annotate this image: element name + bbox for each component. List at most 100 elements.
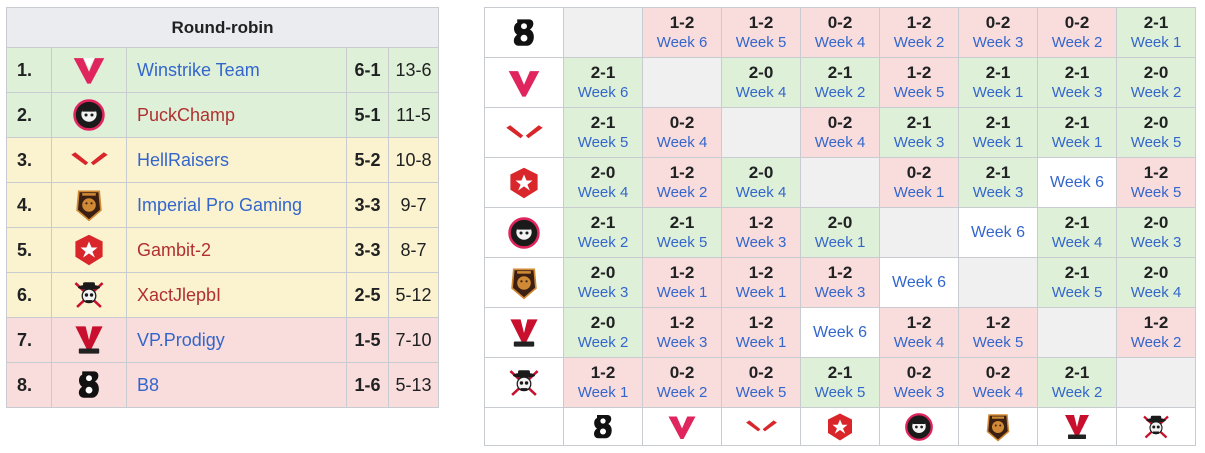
b8-logo-icon[interactable] [507,16,541,50]
team-link[interactable]: PuckChamp [137,104,236,125]
match-week-link[interactable]: Week 3 [972,183,1024,201]
match-week-link[interactable]: Week 6 [971,223,1025,241]
puckchamp-logo-icon[interactable] [507,216,541,250]
b8-logo-icon[interactable] [588,412,618,442]
match-week-link[interactable]: Week 3 [577,283,629,301]
match-score: 2-1 [1064,112,1090,132]
imperial-logo-icon[interactable] [72,188,106,222]
match-week-link[interactable]: Week 3 [1051,83,1103,101]
team-link[interactable]: XactJlepbI [137,284,222,305]
match-week-link[interactable]: Week 2 [577,233,629,251]
match-week-link[interactable]: Week 2 [893,33,945,51]
match-week-link[interactable]: Week 5 [1130,183,1182,201]
match-week-link[interactable]: Week 2 [814,83,866,101]
puckchamp-logo-icon[interactable] [72,98,106,132]
xactjlepbi-logo-icon[interactable] [72,278,106,312]
match-week-link[interactable]: Week 5 [1051,283,1103,301]
match-result-cell: 2-0 Week 4 [721,157,801,208]
standings-team-logo-cell [51,182,127,228]
match-week-link[interactable]: Week 2 [1130,333,1182,351]
xactjlepbi-logo-icon[interactable] [507,366,541,400]
match-week-link[interactable]: Week 5 [735,383,787,401]
match-week-link[interactable]: Week 5 [656,233,708,251]
match-week-link[interactable]: Week 1 [1130,33,1182,51]
match-week-link[interactable]: Week 4 [893,333,945,351]
team-link[interactable]: Imperial Pro Gaming [137,194,303,215]
match-week-link[interactable]: Week 1 [656,283,708,301]
match-week-link[interactable]: Week 4 [1051,233,1103,251]
team-link[interactable]: VP.Prodigy [137,329,225,350]
match-week-link[interactable]: Week 1 [1051,133,1103,151]
match-week-link[interactable]: Week 3 [735,233,787,251]
match-week-link[interactable]: Week 6 [577,83,629,101]
match-week-link[interactable]: Week 2 [1051,383,1103,401]
standings-team-logo-cell [51,362,127,408]
match-week-link[interactable]: Week 6 [892,273,946,291]
match-week-link[interactable]: Week 1 [893,183,945,201]
match-week-link[interactable]: Week 4 [814,133,866,151]
match-week-link[interactable]: Week 4 [735,83,787,101]
match-week-link[interactable]: Week 2 [577,333,629,351]
vpprodigy-logo-icon[interactable] [1062,412,1092,442]
vpprodigy-logo-icon[interactable] [507,316,541,350]
match-week-link[interactable]: Week 1 [735,283,787,301]
match-week-link[interactable]: Week 2 [656,183,708,201]
crosstable-row-logo-cell [484,57,564,108]
winstrike-logo-icon[interactable] [72,53,106,87]
match-week-link[interactable]: Week 5 [735,33,787,51]
gambit-logo-icon[interactable] [72,233,106,267]
match-result-cell: 1-2 Week 6 [642,7,722,58]
match-week-link[interactable]: Week 3 [893,133,945,151]
match-week-link[interactable]: Week 2 [1130,83,1182,101]
match-week-link[interactable]: Week 3 [893,383,945,401]
match-week-link[interactable]: Week 6 [656,33,708,51]
imperial-logo-icon[interactable] [983,412,1013,442]
b8-logo-icon[interactable] [72,368,106,402]
match-week-link[interactable]: Week 3 [656,333,708,351]
crosstable-self-cell [1116,357,1196,408]
match-week-link[interactable]: Week 5 [814,383,866,401]
gambit-logo-icon[interactable] [507,166,541,200]
match-week-link[interactable]: Week 1 [972,83,1024,101]
match-week-link[interactable]: Week 5 [1130,133,1182,151]
hellraisers-logo-icon[interactable] [70,147,109,173]
team-link[interactable]: Winstrike Team [137,59,260,80]
match-week-link[interactable]: Week 2 [656,383,708,401]
match-week-link[interactable]: Week 4 [656,133,708,151]
match-week-link[interactable]: Week 1 [814,233,866,251]
match-week-link[interactable]: Week 6 [1050,173,1104,191]
match-week-link[interactable]: Week 1 [972,133,1024,151]
match-week-link[interactable]: Week 1 [735,333,787,351]
match-week-link[interactable]: Week 3 [972,33,1024,51]
team-link[interactable]: B8 [137,374,160,395]
match-week-link[interactable]: Week 4 [1130,283,1182,301]
hellraisers-logo-icon[interactable] [505,120,544,146]
match-week-link[interactable]: Week 4 [735,183,787,201]
winstrike-logo-icon[interactable] [507,66,541,100]
hellraisers-logo-icon[interactable] [745,416,778,438]
match-week-link[interactable]: Week 3 [814,283,866,301]
team-link[interactable]: HellRaisers [137,149,230,170]
match-week-link[interactable]: Week 5 [577,133,629,151]
match-week-link[interactable]: Week 5 [893,83,945,101]
match-week-link[interactable]: Week 6 [813,323,867,341]
match-score: 1-2 [906,312,932,332]
match-week-link[interactable]: Week 2 [1051,33,1103,51]
gambit-logo-icon[interactable] [825,412,855,442]
match-week-link[interactable]: Week 5 [972,333,1024,351]
xactjlepbi-logo-icon[interactable] [1141,412,1171,442]
standings-rank: 2. [6,92,52,138]
match-result-cell: 1-2 Week 3 [800,257,880,308]
standings-team-cell: Imperial Pro Gaming [126,182,347,228]
puckchamp-logo-icon[interactable] [904,412,934,442]
team-link[interactable]: Gambit-2 [137,239,212,260]
match-week-link[interactable]: Week 4 [814,33,866,51]
match-week-link[interactable]: Week 4 [972,383,1024,401]
vpprodigy-logo-icon[interactable] [72,323,106,357]
winstrike-logo-icon[interactable] [667,412,697,442]
match-score: 2-1 [1064,62,1090,82]
imperial-logo-icon[interactable] [507,266,541,300]
match-week-link[interactable]: Week 1 [577,383,629,401]
match-week-link[interactable]: Week 4 [577,183,629,201]
match-week-link[interactable]: Week 3 [1130,233,1182,251]
